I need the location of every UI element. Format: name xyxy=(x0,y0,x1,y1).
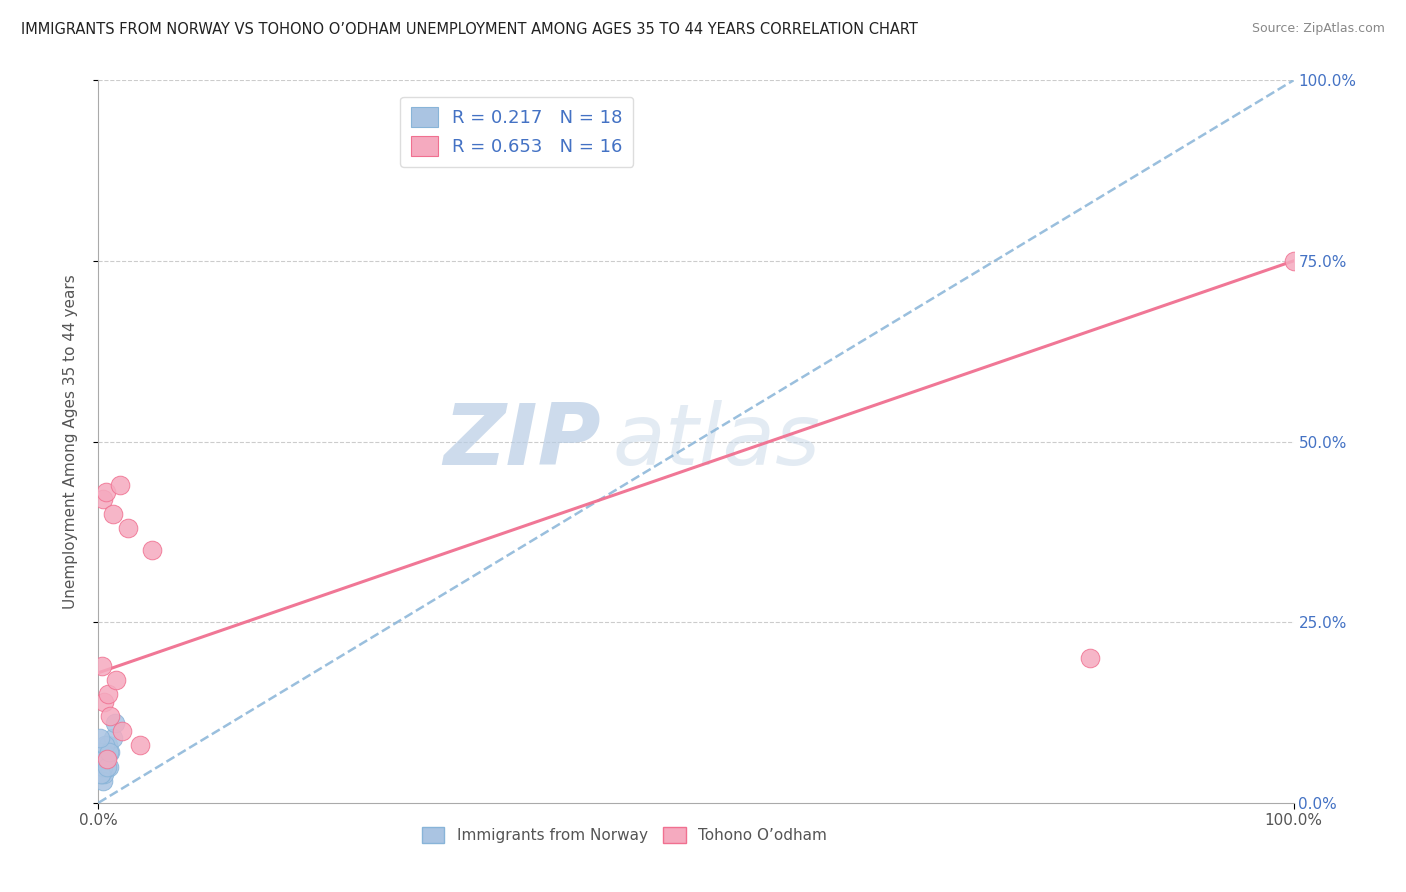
Point xyxy=(105,673,128,687)
Point xyxy=(91,760,114,774)
Point xyxy=(91,492,114,507)
Point xyxy=(97,687,120,701)
Point xyxy=(94,485,117,500)
Text: atlas: atlas xyxy=(613,400,820,483)
Point xyxy=(108,478,131,492)
Point xyxy=(89,745,111,759)
Point xyxy=(111,723,134,738)
Point xyxy=(1282,253,1305,268)
Point xyxy=(97,745,120,759)
Legend: Immigrants from Norway, Tohono O’odham: Immigrants from Norway, Tohono O’odham xyxy=(415,822,834,849)
Point xyxy=(91,658,114,673)
Point xyxy=(89,731,111,745)
Point xyxy=(94,752,117,766)
Point xyxy=(91,760,114,774)
Point xyxy=(117,521,139,535)
Point xyxy=(93,752,115,766)
Point xyxy=(101,507,124,521)
Point xyxy=(141,542,163,557)
Point xyxy=(98,745,122,759)
Y-axis label: Unemployment Among Ages 35 to 44 years: Unemployment Among Ages 35 to 44 years xyxy=(63,274,77,609)
Text: ZIP: ZIP xyxy=(443,400,600,483)
Text: IMMIGRANTS FROM NORWAY VS TOHONO O’ODHAM UNEMPLOYMENT AMONG AGES 35 TO 44 YEARS : IMMIGRANTS FROM NORWAY VS TOHONO O’ODHAM… xyxy=(21,22,918,37)
Point xyxy=(91,774,114,789)
Point xyxy=(104,716,127,731)
Point xyxy=(97,738,120,752)
Point xyxy=(1080,651,1102,665)
Point xyxy=(94,738,117,752)
Point xyxy=(96,760,118,774)
Point xyxy=(90,767,112,781)
Point xyxy=(96,752,118,766)
Text: Source: ZipAtlas.com: Source: ZipAtlas.com xyxy=(1251,22,1385,36)
Point xyxy=(101,731,124,745)
Point xyxy=(93,695,115,709)
Point xyxy=(93,767,115,781)
Point xyxy=(129,738,152,752)
Point xyxy=(90,767,112,781)
Point xyxy=(98,760,121,774)
Point xyxy=(98,709,122,723)
